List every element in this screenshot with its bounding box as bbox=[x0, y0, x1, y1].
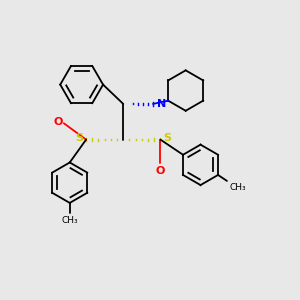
Text: S: S bbox=[76, 133, 84, 143]
Text: O: O bbox=[53, 117, 62, 127]
Text: O: O bbox=[156, 166, 165, 176]
Text: CH₃: CH₃ bbox=[229, 183, 246, 192]
Text: CH₃: CH₃ bbox=[61, 216, 78, 225]
Text: N: N bbox=[158, 99, 167, 109]
Text: S: S bbox=[163, 133, 171, 143]
